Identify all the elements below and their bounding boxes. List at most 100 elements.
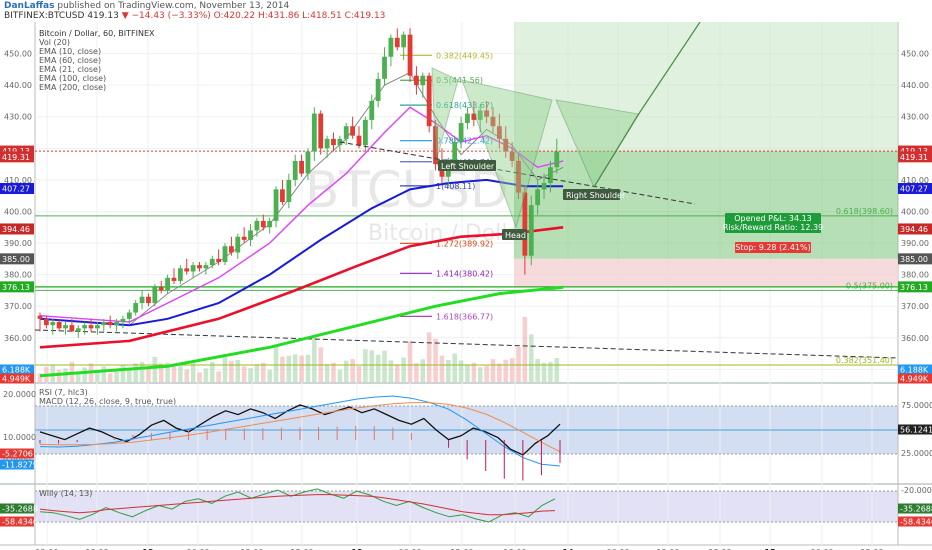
candle-body — [165, 277, 170, 291]
candle-body — [496, 126, 502, 139]
candle — [420, 72, 426, 98]
candle — [101, 318, 107, 332]
macd-tick: 20.0000 — [3, 390, 36, 399]
badge-left-text: 407.27 — [2, 185, 30, 194]
price-tick-left: 380.00 — [4, 271, 32, 280]
fib-label: 1.618(366.77) — [436, 312, 493, 321]
time-tick: 12:00 — [860, 548, 883, 550]
fib-label: 0.5(441.56) — [436, 76, 483, 85]
candle-body — [133, 303, 139, 313]
candle — [433, 119, 438, 171]
vol-badge-right-text: 6.188K — [900, 366, 929, 375]
vol-badge-right — [898, 364, 932, 375]
legend-item[interactable]: Vol (20) — [39, 38, 70, 47]
candle — [254, 217, 260, 237]
candle — [426, 72, 432, 133]
svg-text:Head: Head — [505, 231, 526, 240]
candle-body — [394, 37, 400, 48]
low-value: L:418.51 — [302, 11, 342, 21]
candle — [222, 243, 228, 266]
candle-body — [88, 325, 94, 329]
rsi-macd-indicator: 20.000010.00000.000075.000050.000025.000… — [0, 390, 932, 481]
willy-legend[interactable]: Willy (14, 13) — [39, 489, 92, 498]
chart-canvas[interactable]: BTCUSD Bitcoin / Dollar 0.618(398.60)0.5… — [0, 22, 932, 550]
time-tick: 06:00 — [186, 548, 209, 550]
legend-item[interactable]: EMA (10, close) — [39, 47, 101, 56]
price-badges: 419.13419.13419.31419.31407.27407.27394.… — [0, 145, 932, 384]
candle-body — [120, 318, 126, 322]
volume-bar — [331, 362, 336, 382]
pattern-drawings — [339, 22, 701, 229]
time-tick: 06:00 — [398, 548, 421, 550]
candle — [311, 107, 317, 161]
time-tick: 18:00 — [85, 548, 108, 550]
badge-right — [898, 145, 932, 157]
close-value: C:419.13 — [344, 11, 386, 21]
candle-body — [260, 220, 266, 228]
volume-bar — [522, 317, 528, 382]
willy-tick: -20.0000 — [901, 486, 932, 495]
indicator-badge-text: -5.2706 — [2, 450, 33, 459]
volume-bar — [158, 363, 164, 382]
time-axis[interactable]: 12:00 18:00 12 06:00 12:00 18:00 13 06:00 12:00 1… — [35, 548, 883, 550]
volume-bar — [465, 364, 470, 382]
right-shoulder-label: Right Shoulder — [563, 189, 626, 200]
candle-body — [267, 220, 273, 228]
candle-body — [222, 246, 228, 262]
candle — [203, 262, 209, 275]
volume-bar — [229, 360, 234, 382]
head-label: Head — [502, 229, 527, 240]
time-tick: 13 — [351, 548, 362, 550]
candle-body — [458, 123, 464, 142]
volume-bar — [401, 357, 406, 382]
candle — [209, 255, 215, 269]
candle-body — [254, 220, 260, 231]
legend-item[interactable]: EMA (100, close) — [39, 74, 106, 83]
candle — [471, 100, 477, 127]
trade-zones — [514, 22, 898, 287]
candle-body — [522, 192, 528, 256]
candle-body — [343, 126, 349, 139]
time-tick: 06:00 — [810, 548, 833, 550]
candle-body — [171, 277, 177, 281]
rsi-tick: 25.0000 — [901, 449, 932, 458]
candle — [477, 104, 483, 133]
legend-item[interactable]: EMA (200, close) — [39, 83, 106, 92]
candle-body — [477, 110, 483, 120]
candle-body — [197, 265, 202, 269]
volume-bar — [503, 359, 509, 382]
candle — [43, 315, 49, 329]
willy-badge-left-text: -58.4346 — [2, 518, 38, 527]
legend-item[interactable]: EMA (60, close) — [39, 56, 101, 65]
candle — [107, 315, 113, 329]
volume-bar — [382, 350, 387, 382]
candle-body — [95, 325, 100, 329]
candle-body — [548, 167, 553, 184]
candle — [165, 274, 170, 294]
stop-box: Stop: 9.28 (2.41%) — [735, 242, 811, 253]
candle — [331, 132, 336, 152]
badge-right — [898, 223, 932, 235]
candle — [292, 154, 298, 187]
fib-label: 1(408.11) — [436, 182, 475, 191]
volume-bar — [439, 355, 445, 382]
macd-legend[interactable]: MACD (12, 26, close, 9, true, true) — [39, 397, 176, 406]
volume-bar — [248, 368, 253, 382]
fib-label: 0.382(449.45) — [436, 51, 493, 60]
candle — [394, 28, 400, 51]
price-tick-right: 400.00 — [901, 207, 929, 216]
author-name[interactable]: DanLaffas — [4, 1, 55, 11]
volume-bar — [178, 365, 183, 382]
volume-bar — [484, 365, 489, 382]
svg-text:Stop: 9.28 (2.41%): Stop: 9.28 (2.41%) — [735, 243, 810, 252]
price-tick-right: 390.00 — [901, 239, 929, 248]
level-label: 0.382(351.40) — [836, 356, 893, 365]
time-tick: 12:00 — [240, 548, 263, 550]
price-change: ▼ −14.43 (−3.33%) — [121, 11, 211, 21]
candle — [95, 322, 100, 335]
candle — [324, 135, 330, 158]
badge-right — [898, 281, 932, 293]
legend-item[interactable]: EMA (21, close) — [39, 65, 101, 74]
rsi-legend[interactable]: RSI (7, hlc3) — [39, 388, 88, 397]
volume-bar — [286, 355, 292, 382]
